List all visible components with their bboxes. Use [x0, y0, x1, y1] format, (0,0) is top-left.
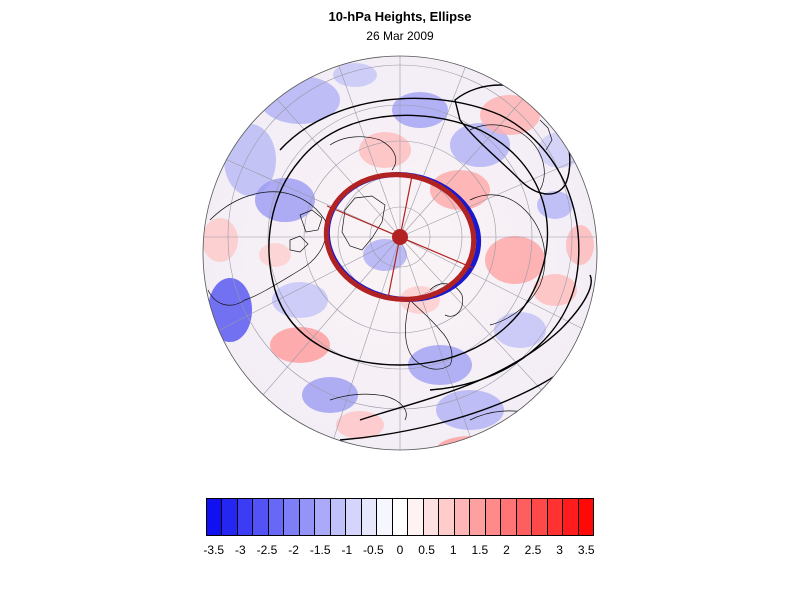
- anomaly-blob: [485, 236, 545, 284]
- colorbar-cell: [299, 499, 316, 535]
- colorbar-cell: [501, 499, 517, 535]
- colorbar-cell: [485, 499, 502, 535]
- colorbar-cell: [253, 499, 269, 535]
- anomaly-blob: [392, 92, 448, 128]
- anomaly-blob: [494, 312, 546, 348]
- colorbar-cell: [268, 499, 285, 535]
- coastline-japan: [539, 119, 553, 151]
- coastline-siberia: [469, 194, 546, 326]
- vortex-ellipse-group: [323, 172, 482, 302]
- coastline-greenland: [341, 195, 386, 251]
- anomaly-field: [203, 63, 594, 450]
- colorbar-cell: [392, 499, 409, 535]
- meridian: [209, 236, 401, 336]
- meridian: [399, 236, 476, 450]
- anomaly-blob: [333, 63, 377, 87]
- anomaly-blob: [302, 377, 358, 413]
- graticule: [203, 56, 597, 450]
- anomaly-blob: [272, 282, 328, 318]
- colorbar-tick-label: 0: [396, 543, 404, 557]
- anomaly-blob: [408, 345, 472, 385]
- colorbar-cell: [284, 499, 300, 535]
- anomaly-blob: [566, 225, 594, 265]
- colorbar-labels: -3.5 -3 -2.5 -2 -1.5 -1 -0.5 0 0.5 1 1.5 2 2.5 3 3.5: [203, 543, 595, 561]
- meridian: [399, 236, 596, 336]
- colorbar-cell: [222, 499, 238, 535]
- anomaly-blob: [480, 95, 540, 135]
- coastline-asia-east: [469, 124, 545, 191]
- colorbar-cell: [423, 499, 440, 535]
- meridian: [259, 79, 401, 238]
- colorbar-tick-label: 2: [503, 543, 510, 557]
- vortex-ellipse: [323, 172, 477, 302]
- colorbar-cell: [454, 499, 471, 535]
- coastline-canadian-islands: [289, 209, 323, 253]
- meridian: [329, 236, 401, 450]
- anomaly-blob: [336, 411, 384, 439]
- colorbar-tick-label: -0.5: [363, 543, 384, 557]
- colorbar-tick-label: -2: [288, 543, 299, 557]
- anomaly-blob: [259, 243, 291, 267]
- colorbar-tick-label: -3.5: [203, 543, 225, 557]
- coastline-scandinavia: [429, 283, 463, 317]
- figure-title: 10-hPa Heights, Ellipse: [328, 9, 472, 24]
- colorbar-cell: [470, 499, 486, 535]
- height-contours: [268, 84, 596, 441]
- colorbar-tick-label: 3: [556, 543, 563, 557]
- colorbar-cell: [408, 499, 424, 535]
- meridian: [204, 149, 401, 238]
- anomaly-blob: [537, 191, 573, 219]
- anomaly-blob: [436, 436, 504, 450]
- colorbar-tick-label: -2.5: [256, 543, 278, 557]
- colorbar-tick-label: -1: [341, 543, 353, 557]
- colorbar-tick-label: 3.5: [577, 543, 595, 557]
- ellipse-center: [392, 229, 408, 245]
- map-boundary: [202, 55, 598, 451]
- colorbar-cell: [532, 499, 548, 535]
- meridian: [249, 236, 401, 411]
- coastline-africa: [329, 393, 407, 421]
- meridian: [399, 236, 561, 411]
- meridian: [399, 149, 597, 238]
- colorbar-cell: [516, 499, 533, 535]
- colorbar-cell: [237, 499, 254, 535]
- coastlines: [207, 119, 553, 421]
- colorbar-tick-label: 1.5: [471, 543, 489, 557]
- anomaly-blob: [363, 239, 407, 271]
- colorbar-cell: [346, 499, 362, 535]
- colorbar-tick-label: 0.5: [418, 543, 435, 557]
- colorbar-cell: [377, 499, 393, 535]
- colorbar-cell: [315, 499, 331, 535]
- colorbar-tick-label: -3: [235, 543, 246, 557]
- colorbar-cell: [578, 499, 594, 535]
- anomaly-blob: [430, 170, 490, 210]
- coastline-north-america: [207, 191, 327, 306]
- colorbar-tick-label: 2.5: [524, 543, 542, 557]
- height-contour: [268, 114, 549, 366]
- anomaly-blob: [270, 327, 330, 363]
- figure-date: 26 Mar 2009: [366, 29, 434, 43]
- meridian: [399, 56, 471, 238]
- meridian: [399, 79, 541, 238]
- colorbar-cell: [439, 499, 455, 535]
- anomaly-blob: [436, 390, 504, 430]
- coastline-alaska: [329, 136, 397, 171]
- meridian: [334, 56, 401, 238]
- colorbar: [206, 498, 594, 536]
- colorbar-cell: [563, 499, 579, 535]
- coastline-europe: [405, 299, 453, 370]
- colorbar-cell: [207, 499, 223, 535]
- colorbar-cell: [361, 499, 378, 535]
- colorbar-tick-label: 1: [449, 543, 457, 557]
- height-contour: [359, 274, 592, 421]
- anomaly-blob: [203, 218, 238, 262]
- anomaly-blob: [255, 178, 315, 222]
- colorbar-tick-label: -1.5: [309, 543, 331, 557]
- colorbar-cell: [547, 499, 564, 535]
- anomaly-blob: [208, 278, 252, 342]
- colorbar-cell: [330, 499, 347, 535]
